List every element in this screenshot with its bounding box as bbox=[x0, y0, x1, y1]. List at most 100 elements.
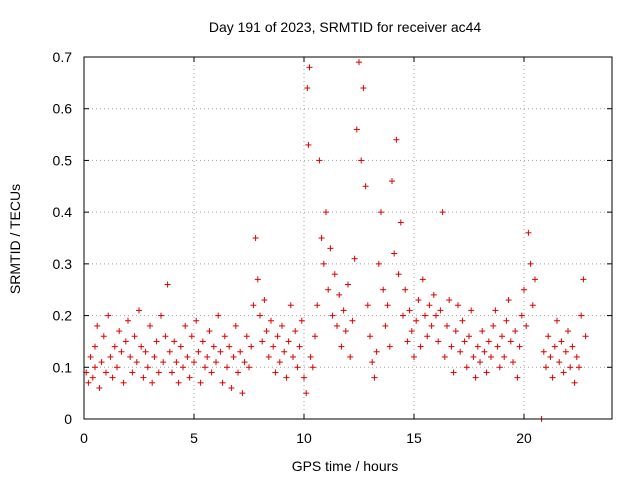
data-point bbox=[241, 359, 248, 366]
data-point bbox=[527, 260, 534, 267]
data-point bbox=[389, 178, 395, 185]
x-tick-label: 20 bbox=[516, 430, 532, 446]
data-point bbox=[505, 297, 512, 304]
data-point bbox=[378, 209, 384, 216]
data-point bbox=[268, 317, 274, 324]
data-point bbox=[411, 353, 417, 360]
data-point bbox=[450, 369, 457, 376]
data-point bbox=[109, 374, 116, 381]
data-point bbox=[270, 343, 277, 350]
data-point bbox=[512, 328, 519, 335]
y-tick-label: 0 bbox=[64, 411, 72, 427]
data-point bbox=[540, 348, 547, 355]
data-point bbox=[272, 369, 279, 376]
data-point bbox=[160, 359, 167, 366]
data-point bbox=[186, 374, 193, 381]
data-point bbox=[369, 359, 376, 366]
data-point bbox=[406, 307, 413, 314]
data-point bbox=[166, 348, 173, 355]
data-point bbox=[305, 141, 312, 148]
data-point bbox=[261, 297, 268, 304]
data-point bbox=[98, 359, 105, 366]
data-point bbox=[336, 291, 343, 298]
data-point bbox=[164, 281, 171, 288]
data-point bbox=[325, 286, 332, 293]
data-point bbox=[452, 328, 459, 335]
data-point bbox=[226, 343, 233, 350]
data-point bbox=[356, 59, 362, 66]
data-point bbox=[301, 374, 307, 381]
data-point bbox=[342, 328, 349, 335]
y-tick-label: 0.4 bbox=[53, 204, 73, 220]
data-point bbox=[474, 343, 481, 350]
data-point bbox=[125, 317, 131, 324]
data-point bbox=[87, 353, 94, 360]
data-point bbox=[419, 276, 426, 283]
y-tick-label: 0.1 bbox=[53, 359, 73, 375]
data-point bbox=[304, 85, 311, 92]
data-point bbox=[375, 260, 382, 267]
data-point bbox=[306, 64, 313, 71]
data-point bbox=[532, 276, 538, 283]
data-point bbox=[402, 286, 409, 293]
data-point bbox=[265, 353, 272, 360]
data-point bbox=[155, 369, 162, 376]
data-point bbox=[307, 353, 314, 360]
data-point bbox=[107, 353, 114, 360]
data-point bbox=[400, 312, 406, 319]
data-point bbox=[349, 317, 356, 324]
data-point bbox=[422, 312, 428, 319]
data-point bbox=[103, 369, 109, 376]
data-point bbox=[290, 353, 296, 360]
data-point bbox=[259, 338, 266, 345]
data-point bbox=[228, 384, 235, 391]
data-point bbox=[329, 312, 336, 319]
data-point bbox=[144, 364, 151, 371]
data-point bbox=[488, 353, 494, 360]
data-point bbox=[85, 379, 92, 386]
data-point bbox=[573, 353, 580, 360]
data-point bbox=[303, 390, 310, 397]
data-point bbox=[562, 348, 569, 355]
data-point bbox=[444, 322, 450, 329]
data-point bbox=[549, 374, 556, 381]
data-point bbox=[358, 157, 365, 164]
data-point bbox=[318, 235, 325, 241]
data-point bbox=[118, 348, 125, 355]
data-point bbox=[503, 317, 510, 324]
data-point bbox=[100, 333, 107, 340]
data-point bbox=[142, 348, 149, 355]
data-point bbox=[232, 322, 239, 329]
data-points bbox=[83, 59, 589, 422]
data-point bbox=[224, 364, 230, 371]
data-point bbox=[147, 322, 153, 329]
data-point bbox=[501, 353, 508, 360]
data-point bbox=[180, 364, 186, 371]
data-point bbox=[373, 348, 380, 355]
data-point bbox=[298, 317, 305, 324]
data-point bbox=[424, 333, 431, 340]
data-point bbox=[523, 322, 530, 329]
data-point bbox=[283, 374, 290, 381]
data-point bbox=[345, 281, 351, 288]
data-point bbox=[496, 364, 503, 371]
data-point bbox=[461, 338, 468, 345]
data-point bbox=[188, 333, 195, 340]
data-point bbox=[309, 364, 316, 371]
data-point bbox=[239, 390, 246, 397]
data-point bbox=[516, 343, 523, 350]
data-point bbox=[433, 312, 439, 319]
plot-frame bbox=[83, 56, 613, 420]
data-point bbox=[182, 322, 189, 329]
data-point bbox=[138, 343, 145, 350]
data-point bbox=[514, 374, 521, 381]
data-point bbox=[384, 302, 391, 309]
data-point bbox=[195, 348, 202, 355]
data-point bbox=[463, 364, 470, 371]
data-point bbox=[545, 333, 552, 340]
data-point bbox=[426, 302, 433, 309]
data-point bbox=[415, 297, 422, 304]
data-point bbox=[248, 343, 255, 350]
data-point bbox=[169, 369, 175, 376]
